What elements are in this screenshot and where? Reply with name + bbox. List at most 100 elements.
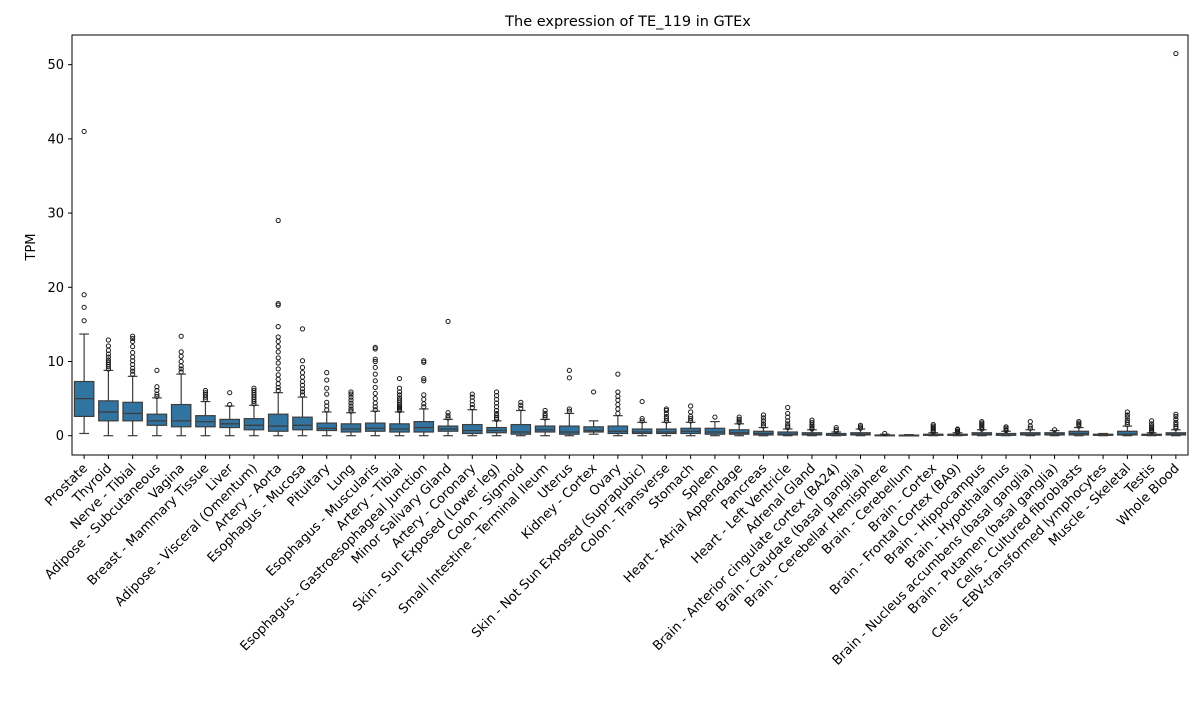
outlier-point [130,335,136,342]
outlier-point [130,333,136,339]
outlier-point [275,349,281,355]
box [243,418,265,431]
outlier-point [81,292,87,298]
outlier-point [105,337,111,343]
box [462,423,483,435]
box [728,429,750,435]
outlier-point [421,392,427,398]
outlier-point [445,415,451,421]
y-tick-label: 0 [56,429,64,444]
outlier-point [178,363,184,369]
outlier-point [760,415,767,421]
outlier-point [324,377,330,383]
outlier-point [469,394,475,400]
outlier-point [615,401,621,408]
box [413,421,435,433]
outlier-point [445,318,451,325]
outlier-point [615,371,621,377]
outlier-point [445,413,451,419]
outlier-point [1051,427,1058,433]
outlier-point [518,405,524,411]
outlier-point [1149,423,1155,429]
outlier-point [251,387,257,394]
outlier-point [275,376,281,382]
outlier-point [299,364,306,371]
outlier-point [736,416,742,422]
outlier-point [372,396,378,402]
outlier-point [348,408,354,414]
outlier-point [105,359,111,365]
box [292,416,313,431]
outlier-point [1173,421,1179,428]
outlier-point [1124,417,1130,423]
outlier-point [663,413,669,420]
outlier-point [105,343,111,349]
outlier-point [396,397,403,403]
outlier-point [1124,419,1130,425]
outlier-point [688,403,694,409]
box [389,423,410,433]
box [316,422,338,432]
y-tick-label: 50 [47,58,64,73]
outlier-point [251,385,257,391]
outlier-point [857,422,864,428]
box [583,426,604,433]
box [98,400,119,422]
outlier-point [639,398,645,405]
outlier-point [348,406,354,412]
outlier-point [275,338,281,345]
outlier-point [469,391,475,397]
outlier-point [421,378,427,384]
outlier-point [1076,419,1082,425]
outlier-point [178,353,184,359]
outlier-point [421,404,427,410]
outlier-point [1173,419,1179,425]
outlier-point [1173,50,1179,57]
outlier-point [130,349,136,356]
outlier-point [663,416,669,422]
outlier-point [348,397,354,403]
box [510,423,532,435]
outlier-point [421,396,427,402]
outlier-point [688,416,694,422]
outlier-point [154,393,160,399]
outlier-point [275,344,281,350]
outlier-point [518,399,524,405]
outlier-point [396,375,403,382]
outlier-point [809,419,815,425]
box [631,428,653,435]
box [1117,430,1138,436]
outlier-point [688,409,694,415]
outlier-point [566,408,572,414]
outlier-point [324,391,330,397]
outlier-point [299,392,306,398]
outlier-point [81,128,87,135]
outlier-point [178,366,184,372]
outlier-point [760,421,767,427]
y-axis-label: TPM [24,234,39,262]
box [364,422,386,432]
outlier-point [348,391,354,397]
outlier-point [421,401,427,407]
outlier-point [615,406,621,412]
outlier-point [348,389,354,395]
outlier-point [566,375,572,381]
outlier-point [81,304,87,310]
outlier-point [1124,409,1130,415]
outlier-point [930,421,936,428]
outlier-point [105,354,111,360]
plot-frame [71,34,1189,456]
outlier-point [1173,411,1179,417]
outlier-point [130,371,136,377]
outlier-point [760,423,767,429]
outlier-point [348,400,354,406]
box [777,431,799,436]
y-tick-label: 30 [47,207,64,222]
outlier-point [639,418,645,424]
outlier-point [372,371,378,377]
outlier-point [348,394,354,400]
outlier-point [736,414,742,420]
outlier-point [396,395,403,401]
